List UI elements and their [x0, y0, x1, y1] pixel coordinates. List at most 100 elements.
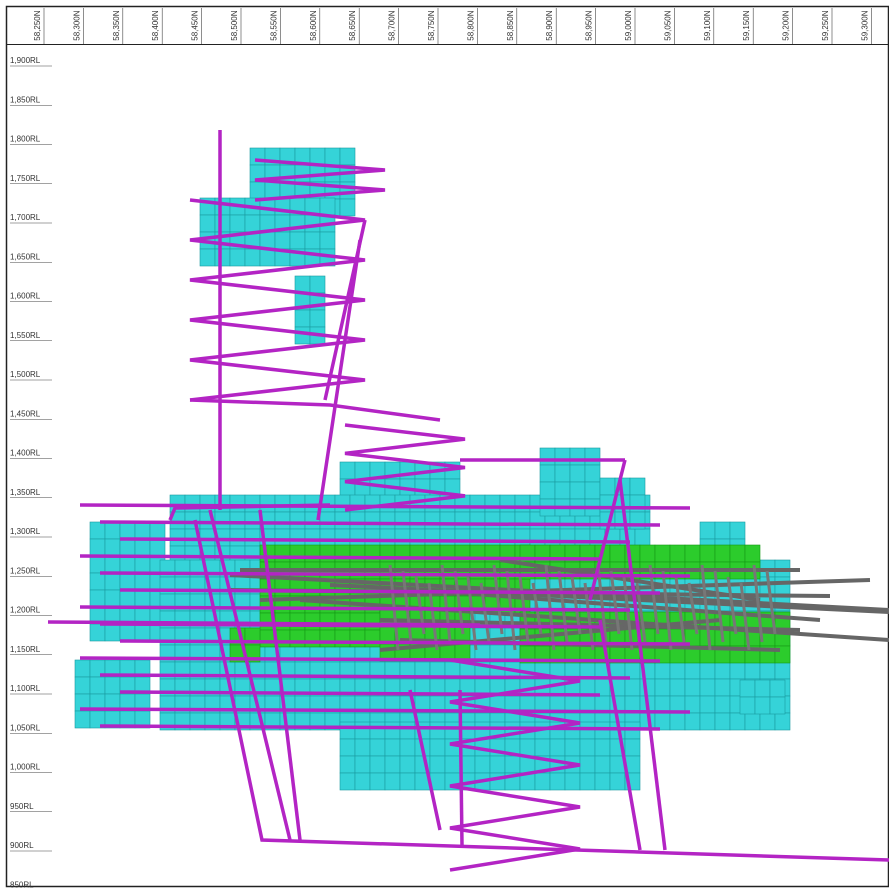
stope-block — [775, 713, 790, 730]
stope-block — [625, 679, 640, 696]
stope-block — [540, 448, 555, 465]
northing-label: 58,950N — [585, 10, 594, 40]
stope-block — [350, 613, 365, 630]
stope-block — [340, 462, 355, 479]
northing-label: 59,100N — [703, 10, 712, 40]
stope-block — [380, 529, 395, 546]
stope-block — [350, 512, 365, 529]
stope-block — [305, 249, 320, 266]
stope-block — [490, 756, 505, 773]
northing-label: 58,350N — [112, 10, 121, 40]
stope-block — [325, 148, 340, 165]
stope-block — [90, 624, 105, 641]
stope-block — [120, 539, 135, 556]
stope-block — [245, 529, 260, 546]
stope-block — [275, 495, 290, 512]
stope-block — [215, 215, 230, 232]
stope-block — [610, 545, 625, 562]
stope-block — [440, 512, 455, 529]
rl-label: 850RL — [10, 880, 34, 888]
stope-block — [585, 482, 600, 499]
stope-block — [715, 696, 730, 713]
stope-block — [425, 529, 440, 546]
northing-label: 58,250N — [33, 10, 42, 40]
rl-label: 1,700RL — [10, 213, 41, 222]
stope-block — [310, 148, 325, 165]
rl-label: 1,450RL — [10, 409, 41, 418]
stope-block — [745, 662, 760, 679]
stope-block — [445, 756, 460, 773]
rl-label: 900RL — [10, 841, 34, 850]
stope-block — [305, 215, 320, 232]
stope-block — [200, 249, 215, 266]
stope-block — [250, 182, 265, 199]
stope-block — [75, 660, 90, 677]
stope-block — [400, 756, 415, 773]
stope-block — [230, 249, 245, 266]
stope-block — [105, 556, 120, 573]
stope-block — [775, 577, 790, 594]
stope-block — [370, 773, 385, 790]
stope-block — [500, 495, 515, 512]
rl-label: 1,900RL — [10, 56, 41, 65]
stope-block — [470, 529, 485, 546]
stope-block — [500, 512, 515, 529]
rl-label: 1,100RL — [10, 684, 41, 693]
stope-block — [550, 739, 565, 756]
stope-block — [385, 739, 400, 756]
stope-block — [245, 512, 260, 529]
stope-block — [410, 529, 425, 546]
northing-label: 58,600N — [309, 10, 318, 40]
rl-label: 1,350RL — [10, 488, 41, 497]
northing-label: 58,450N — [191, 10, 200, 40]
stope-block — [290, 495, 305, 512]
stope-block — [230, 529, 245, 546]
stope-block — [715, 545, 730, 562]
rl-label: 1,000RL — [10, 763, 41, 772]
stope-block — [570, 482, 585, 499]
stope-block — [290, 232, 305, 249]
northing-label: 58,900N — [545, 10, 554, 40]
northing-label: 59,050N — [663, 10, 672, 40]
stope-block — [275, 232, 290, 249]
stope-block — [425, 512, 440, 529]
stope-block — [555, 448, 570, 465]
stope-block — [595, 722, 610, 739]
stope-block — [635, 529, 650, 546]
stope-block — [580, 773, 595, 790]
stope-block — [655, 679, 670, 696]
stope-block — [670, 679, 685, 696]
stope-block — [120, 590, 135, 607]
stope-block — [775, 662, 790, 679]
stope-block — [75, 677, 90, 694]
stope-block — [475, 756, 490, 773]
stope-block — [535, 739, 550, 756]
rl-label: 1,750RL — [10, 174, 41, 183]
stope-block — [700, 545, 715, 562]
stope-block — [290, 545, 305, 562]
stope-block — [335, 545, 350, 562]
stope-block — [365, 495, 380, 512]
stope-block — [655, 662, 670, 679]
stope-block — [515, 529, 530, 546]
stope-block — [90, 677, 105, 694]
stope-block — [310, 276, 325, 293]
stope-block — [400, 773, 415, 790]
stope-block — [770, 697, 785, 714]
stope-block — [365, 529, 380, 546]
stope-block — [485, 529, 500, 546]
stope-block — [715, 522, 730, 539]
stope-block — [365, 512, 380, 529]
stope-block — [385, 773, 400, 790]
stope-block — [625, 739, 640, 756]
stope-block — [340, 773, 355, 790]
stope-block — [520, 739, 535, 756]
stope-block — [230, 495, 245, 512]
stope-block — [350, 630, 365, 647]
stope-block — [120, 556, 135, 573]
stope-block — [320, 630, 335, 647]
stope-block — [515, 495, 530, 512]
stope-block — [355, 773, 370, 790]
stope-block — [430, 739, 445, 756]
stope-block — [685, 545, 700, 562]
